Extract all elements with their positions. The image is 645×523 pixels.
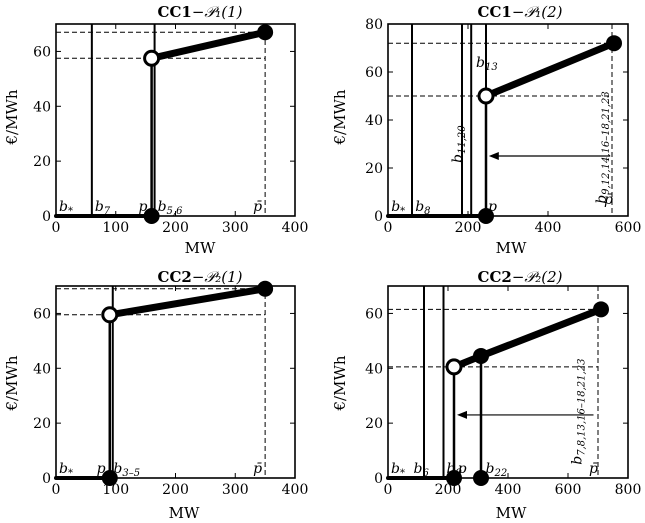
panel-4-filled-point-0	[446, 470, 462, 486]
panel-1-ytick-label-40: 40	[33, 99, 51, 115]
panel-1-annotation-2: p	[138, 199, 147, 215]
panel-2-xtick-label-0: 0	[384, 220, 393, 236]
panel-1-ytick-label-20: 20	[33, 154, 51, 170]
panel-4-annotation-6: p̄	[589, 461, 598, 477]
panel-2-annotation-1: b8	[415, 199, 430, 217]
panel-4-xtick-label-800: 800	[615, 482, 642, 498]
panel-3-ytick-label-20: 20	[33, 416, 51, 432]
panel-1-open-point-0	[143, 49, 161, 67]
panel-2-ytick-label-40: 40	[365, 113, 383, 129]
panel-1-xtick-label-300: 300	[222, 220, 249, 236]
panel-4-annotation-0: b*	[391, 461, 405, 479]
panel-2-filled-point-1	[606, 35, 622, 52]
panel-2-ytick-label-60: 60	[365, 65, 383, 81]
panel-2-xtick-label-200: 200	[455, 220, 482, 236]
panel-4-xlabel: MW	[496, 504, 527, 522]
panel-2-arrow-head	[488, 152, 499, 160]
panel-4-xtick-label-400: 400	[495, 482, 522, 498]
panel-4-annotation-3: p	[458, 461, 467, 477]
panel-4-series-0-segment-4	[477, 305, 605, 360]
panel-3-annotation-1: p	[97, 461, 106, 477]
panel-4-xtick-label-200: 200	[435, 482, 462, 498]
panel-3-filled-point-1	[257, 280, 274, 297]
panel-3-annotation-3: p̄	[253, 461, 262, 477]
panel-2-annotation-4: b11,20	[450, 125, 468, 163]
panel-4-ytick-label-0: 0	[374, 471, 383, 487]
panel-2-xtick-label-400: 400	[535, 220, 562, 236]
panel-3-series-0-segment-3	[106, 285, 269, 319]
panel-2-annotation-0: b*	[391, 199, 405, 217]
panel-3-series-0-base	[56, 287, 266, 480]
panel-2-title: CC1−𝒫₁(2)	[478, 3, 563, 21]
panel-4-filled-point-1	[473, 470, 489, 486]
panel-1-filled-point-0	[143, 208, 160, 224]
panel-1-ytick-label-0: 0	[42, 209, 51, 225]
panel-3-ytick-label-60: 60	[33, 306, 51, 322]
panel-4-ytick-label-40: 40	[365, 361, 383, 377]
panel-1-series-0-segment-3	[148, 28, 269, 62]
panel-1-xtick-label-100: 100	[102, 220, 129, 236]
panel-4-arrow-head	[457, 410, 467, 419]
panel-1-ytick-label-60: 60	[33, 44, 51, 60]
panel-1-xtick-label-200: 200	[162, 220, 189, 236]
panel-3-annotation-0: b*	[59, 461, 73, 479]
panel-1-ylabel: €/MWh	[3, 89, 21, 145]
panel-4-xtick-label-600: 600	[555, 482, 582, 498]
panel-4-xtick-label-0: 0	[384, 482, 393, 498]
panel-4-ylabel: €/MWh	[331, 355, 349, 411]
panel-3-xtick-label-0: 0	[52, 482, 61, 498]
panel-3-filled-point-0	[101, 470, 118, 486]
panel-1-title: CC1−𝒫₁(1)	[158, 3, 243, 21]
panel-3-xtick-label-100: 100	[102, 482, 129, 498]
panel-4-annotation-5: b7,8,13,16–18,21,23	[570, 359, 588, 465]
panel-1-filled-point-1	[257, 24, 274, 41]
panel-1-annotation-0: b*	[59, 199, 73, 217]
panel-4-ytick-label-60: 60	[365, 306, 383, 322]
panel-4-annotation-1: b6	[414, 461, 430, 479]
panel-2-annotation-3: b13	[476, 55, 498, 73]
panel-2-ylabel: €/MWh	[331, 89, 349, 145]
panel-1-xtick-label-400: 400	[282, 220, 309, 236]
panel-2-ytick-label-80: 80	[365, 17, 383, 33]
panel-4-open-point-0	[445, 358, 463, 376]
panel-2-annotation-5: b9,12,14,16–18,21,23	[594, 91, 612, 204]
panel-2-series-0-base	[388, 42, 615, 218]
panel-4-filled-point-3	[593, 301, 609, 318]
panel-3-ytick-label-0: 0	[42, 471, 51, 487]
panel-1-annotation-4: p̄	[253, 199, 262, 215]
panel-1-xlabel: MW	[185, 239, 216, 257]
panel-1-annotation-3: b5,6	[158, 199, 184, 217]
panel-4-annotation-4: b22	[486, 461, 508, 479]
panel-3-annotation-2: b3–5	[113, 461, 140, 479]
panel-3-open-point-0	[101, 306, 119, 324]
panel-3-ytick-label-40: 40	[33, 361, 51, 377]
panel-3-ylabel: €/MWh	[3, 355, 21, 411]
panel-3-title: CC2−𝒫₂(1)	[158, 268, 243, 286]
panel-4-series-0-base	[388, 308, 602, 480]
panel-4-title: CC2−𝒫₂(2)	[478, 268, 563, 286]
panel-3-xtick-label-200: 200	[162, 482, 189, 498]
panel-2-annotation-2: p	[488, 199, 497, 215]
panel-4-annotation-2: b9	[447, 461, 463, 479]
panel-1-annotation-1: b7	[95, 199, 111, 217]
panel-1-xtick-label-0: 0	[52, 220, 61, 236]
panel-2-open-point-0	[477, 87, 495, 105]
panel-4-filled-point-2	[473, 347, 489, 364]
panel-2-ytick-label-20: 20	[365, 161, 383, 177]
panel-3-xtick-label-300: 300	[222, 482, 249, 498]
panel-2-xtick-label-600: 600	[615, 220, 642, 236]
panel-2-xlabel: MW	[496, 239, 527, 257]
panel-3-xtick-label-400: 400	[282, 482, 309, 498]
panel-3-xlabel: MW	[169, 504, 200, 522]
panel-2-filled-point-0	[478, 208, 494, 224]
panel-4-ytick-label-20: 20	[365, 416, 383, 432]
panel-2-annotation-6: p̄	[604, 192, 613, 208]
panel-2-ytick-label-0: 0	[374, 209, 383, 225]
panel-2-series-0-segment-3	[482, 39, 618, 100]
